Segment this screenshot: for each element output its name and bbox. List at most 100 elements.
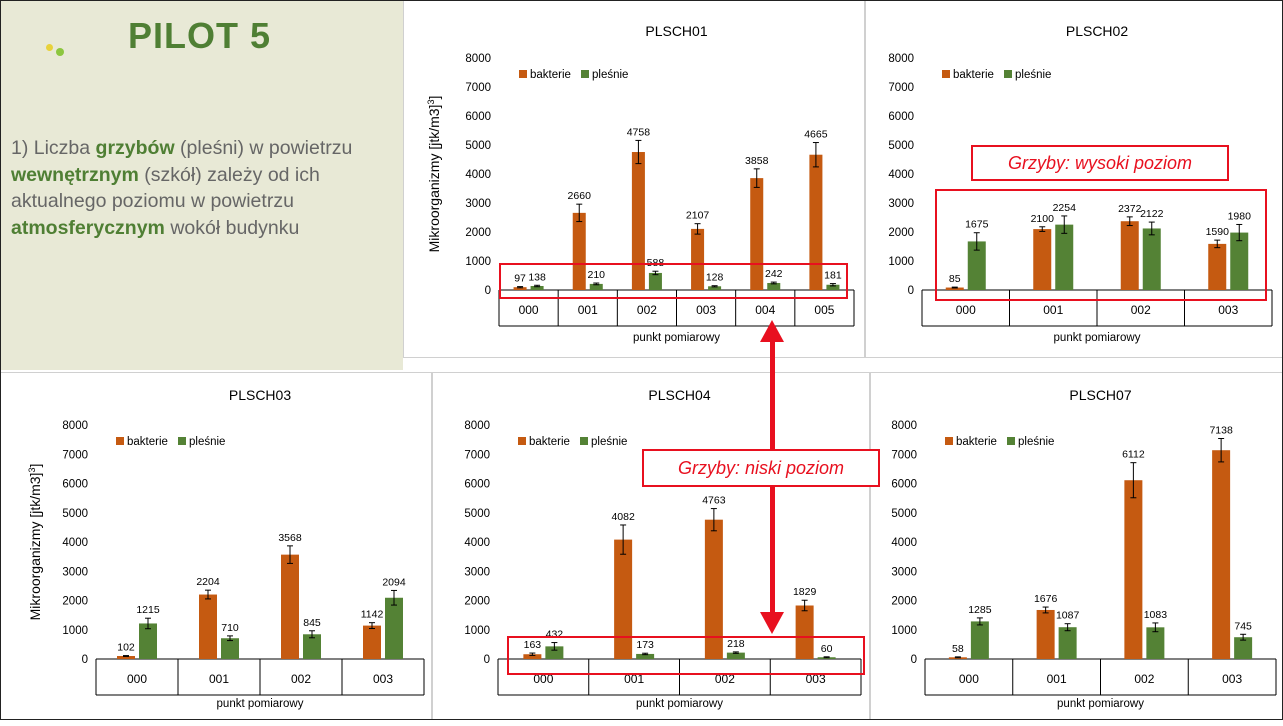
x-tick-label: 001 [1043,303,1063,317]
y-tick-label: 2000 [62,596,88,608]
bar-fungi [303,634,321,659]
paragraph-run: (pleśni) w powietrzu [174,137,353,159]
bar-bacteria [1036,609,1055,659]
x-axis-label: punkt pomiarowy [636,698,723,710]
data-label: 745 [1234,620,1252,632]
legend-label-bacteria: bakterie [956,436,997,448]
bar-bacteria [750,178,764,290]
y-tick-label: 0 [485,285,491,297]
y-tick-label: 7000 [62,449,88,461]
text-panel: PILOT 5 1) Liczba grzybów (pleśni) w pow… [0,0,403,370]
x-tick-label: 000 [956,303,976,317]
y-tick-label: 6000 [62,479,88,491]
x-tick-label: 004 [755,303,775,317]
x-axis-label: punkt pomiarowy [217,698,304,710]
y-tick-label: 0 [484,654,490,666]
y-tick-label: 8000 [891,420,917,432]
data-label: 1142 [361,609,384,621]
data-label: 102 [117,642,135,654]
bar-bacteria [513,287,527,290]
x-tick-label: 000 [519,303,539,317]
y-tick-label: 1000 [465,256,491,268]
data-label: 845 [303,617,321,629]
legend-swatch-fungi [580,437,588,445]
chart-plsch04: PLSCH04 0 1000 2000 3000 4000 5000 6000 7000 8000… [432,372,870,720]
y-tick-label: 0 [911,654,917,666]
y-tick-label: 0 [908,285,914,297]
data-label: 173 [636,639,654,651]
bar-fungi [385,597,403,659]
x-tick-label: 001 [624,672,644,686]
y-tick-label: 5000 [62,508,88,520]
y-tick-label: 1000 [62,625,88,637]
paragraph-bold-run: wewnętrznym [11,163,139,186]
legend-swatch-bacteria [116,437,124,445]
y-tick-label: 3000 [465,198,491,210]
y-tick-label: 0 [82,654,88,666]
callout-low-box [642,449,880,487]
data-label: 1675 [965,219,989,231]
legend-label-bacteria: bakterie [127,436,168,448]
x-tick-label: 002 [1131,303,1151,317]
bar-fungi [708,286,722,290]
y-tick-label: 6000 [888,111,914,123]
legend-label-fungi: pleśnie [591,436,627,448]
legend-swatch-fungi [1004,70,1012,78]
chart-title: PLSCH04 [648,387,710,403]
bar-fungi [1142,228,1161,290]
data-label: 2107 [686,210,710,222]
y-tick-label: 7000 [464,449,490,461]
y-tick-label: 1000 [891,625,917,637]
data-label: 58 [952,643,964,655]
y-tick-label: 4000 [62,537,88,549]
bar-bacteria [945,287,964,290]
data-label: 163 [524,639,542,651]
y-tick-label: 8000 [464,420,490,432]
highlight-box-plsch02 [935,189,1267,301]
chart-title: PLSCH02 [1066,23,1128,39]
y-tick-label: 1000 [888,256,914,268]
data-label: 181 [824,270,842,282]
bar-fungi [726,652,745,659]
bar-bacteria [614,539,633,659]
x-tick-label: 000 [127,672,147,686]
bar-bacteria [795,605,814,659]
bar-fungi [589,283,603,290]
y-tick-label: 1000 [464,625,490,637]
data-label: 97 [514,273,526,285]
bar-bacteria [281,554,299,659]
data-label: 218 [727,638,745,650]
paragraph-run: wokół budynku [164,216,300,239]
data-label: 1676 [1034,593,1058,605]
arrow-head-up [760,320,784,342]
chart-plsch02-svg: PLSCH02 0 1000 2000 3000 4000 5000 6000 7000 8000… [888,23,1273,344]
x-tick-label: 001 [578,303,598,317]
bar-bacteria [199,594,217,659]
data-label: 1087 [1056,610,1080,622]
chart-plsch07-svg: PLSCH07 0 1000 2000 3000 4000 5000 6000 7000 8000… [891,387,1277,710]
data-label: 1083 [1144,609,1168,621]
data-label: 710 [221,622,239,634]
x-tick-label: 002 [637,303,657,317]
legend-label-fungi: pleśnie [1015,69,1051,81]
legend-swatch-bacteria [518,437,526,445]
data-label: 1829 [793,586,817,598]
x-axis-label: punkt pomiarowy [633,332,720,344]
callout-high-box [971,145,1229,181]
data-label: 138 [528,271,546,283]
slide-paragraph: 1) Liczba grzybów (pleśni) w powietrzu w… [11,135,403,241]
paragraph-bold-run: grzybów [95,137,175,159]
y-tick-label: 3000 [891,566,917,578]
bar-fungi [545,646,564,659]
bullet-dot-icon [56,48,64,56]
y-tick-label: 7000 [465,82,491,94]
bar-fungi [530,285,544,290]
y-tick-label: 4000 [465,169,491,181]
bar-bacteria [1033,229,1052,290]
bar-fungi [1058,627,1077,659]
paragraph-run: 1) Liczba [11,137,96,159]
data-label: 1285 [968,604,992,616]
bar-bacteria [809,154,823,290]
bar-bacteria [704,519,723,659]
